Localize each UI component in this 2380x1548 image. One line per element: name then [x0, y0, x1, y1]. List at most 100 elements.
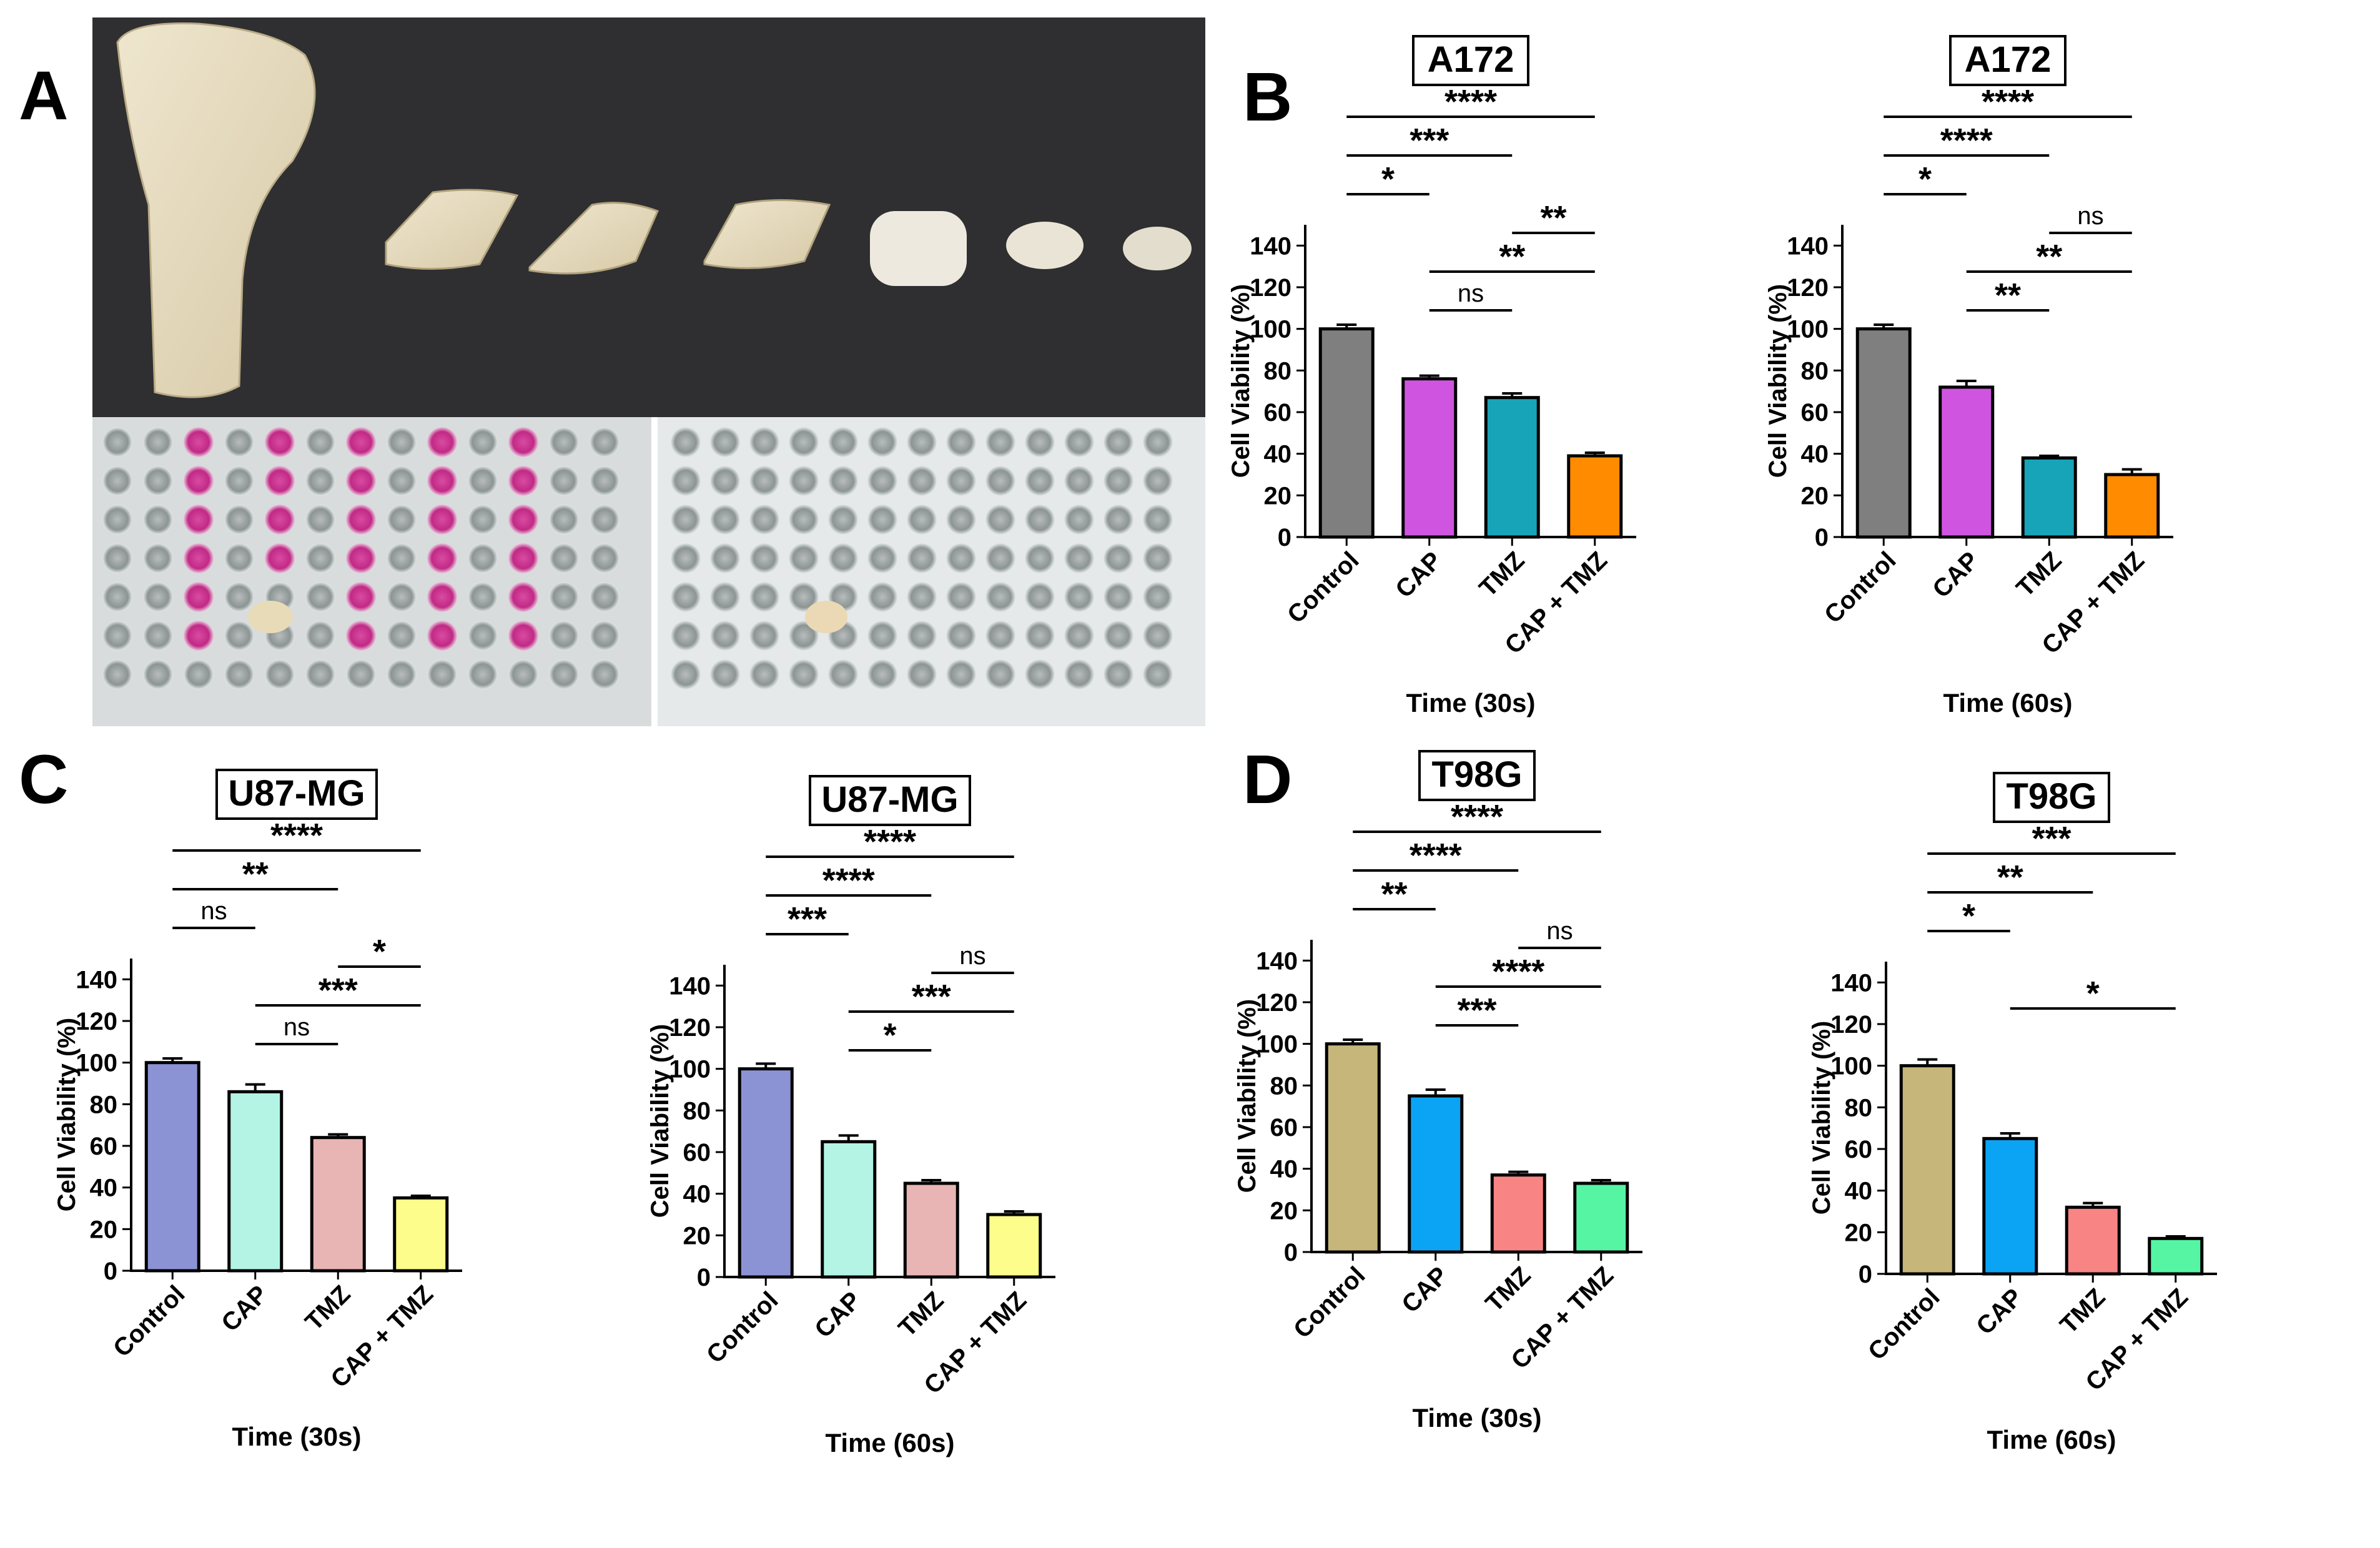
well — [1025, 659, 1055, 689]
well — [590, 659, 620, 689]
bone-slice-3 — [703, 199, 831, 269]
significance-label: ns — [284, 1013, 310, 1041]
y-tick-label: 120 — [76, 1008, 117, 1035]
y-tick-label: 60 — [90, 1133, 118, 1160]
chart-b2-svg: A172 0 20 40 60 80 100 120 140 Cell Viability (%)… — [1764, 35, 2173, 717]
y-tick-label: 80 — [683, 1097, 711, 1125]
bone-disc-in-well-right — [805, 601, 847, 633]
x-tick-label: Control — [1863, 1283, 1945, 1366]
well — [305, 466, 335, 496]
well — [789, 466, 819, 496]
well — [305, 427, 335, 457]
significance-label: ** — [1499, 238, 1525, 275]
bar-cap-tmz — [986, 1213, 1042, 1279]
well — [427, 582, 457, 612]
significance-label: ** — [1997, 859, 2023, 896]
chart-title: U87-MG — [821, 779, 958, 820]
bone-disc-round-1 — [1006, 222, 1084, 269]
panel-label-d: D — [1243, 741, 1293, 818]
panel-label-a: A — [19, 57, 69, 134]
chart-d2-svg: T98G 0 20 40 60 80 100 120 140 Cell Viability (%)… — [1808, 772, 2217, 1454]
well — [265, 543, 295, 573]
bar-cap-tmz — [2148, 1236, 2204, 1276]
y-tick-label: 140 — [1256, 947, 1298, 975]
well — [946, 427, 976, 457]
x-tick-label: TMZ — [300, 1280, 355, 1336]
bar-cap — [1938, 385, 1995, 539]
well — [143, 505, 173, 535]
bar-control — [1899, 1064, 1955, 1276]
chart-title: A172 — [1965, 39, 2052, 80]
x-tick-label: TMZ — [1480, 1261, 1536, 1317]
y-tick-label: 120 — [1787, 274, 1829, 302]
x-tick-label: Control — [1288, 1261, 1371, 1344]
y-tick-label: 100 — [1830, 1053, 1872, 1080]
chart-d1: T98G 0 20 40 60 80 100 120 140 Cell Viability (%)… — [1218, 740, 1780, 1477]
bone-tibia — [116, 22, 316, 398]
y-tick-label: 40 — [90, 1175, 118, 1202]
well — [387, 621, 417, 651]
chart-title: T98G — [1431, 754, 1522, 795]
well — [184, 582, 214, 612]
well — [549, 505, 579, 535]
well — [867, 621, 897, 651]
well — [427, 621, 457, 651]
well — [427, 543, 457, 573]
y-tick-label: 80 — [1801, 357, 1829, 385]
well — [184, 543, 214, 573]
x-tick-label: CAP — [1396, 1261, 1453, 1318]
significance-label: ns — [2077, 202, 2103, 230]
significance-label: **** — [1410, 837, 1462, 874]
well — [346, 582, 376, 612]
bone-slice-2 — [528, 202, 659, 275]
well — [1143, 621, 1173, 651]
well — [305, 543, 335, 573]
well — [1104, 582, 1133, 612]
chart-b1-svg: A172 0 20 40 60 80 100 120 140 Cell Viability (%)… — [1227, 35, 1636, 717]
well — [710, 543, 740, 573]
y-axis-label: Cell Viability (%) — [1808, 1021, 1835, 1215]
bone-disc-in-well-left — [248, 601, 293, 633]
well — [867, 466, 897, 496]
well — [867, 427, 897, 457]
well — [590, 466, 620, 496]
significance-label: ns — [200, 897, 227, 925]
y-tick-label: 40 — [683, 1181, 711, 1208]
well — [508, 505, 538, 535]
well — [184, 505, 214, 535]
well — [224, 505, 254, 535]
well — [907, 659, 937, 689]
well — [710, 427, 740, 457]
well — [1025, 582, 1055, 612]
bar-tmz — [1490, 1173, 1546, 1254]
y-tick-label: 40 — [1845, 1178, 1873, 1205]
well — [468, 621, 498, 651]
bar-control — [738, 1067, 794, 1279]
significance-label: * — [1381, 160, 1395, 198]
y-tick-label: 100 — [669, 1056, 711, 1083]
well — [867, 582, 897, 612]
bone-disc-round-2 — [1123, 227, 1192, 270]
well — [468, 427, 498, 457]
significance-label: **** — [270, 817, 323, 854]
well — [828, 659, 858, 689]
well — [224, 582, 254, 612]
well — [749, 427, 779, 457]
well — [789, 505, 819, 535]
y-tick-label: 100 — [1256, 1031, 1298, 1058]
bar-cap — [821, 1140, 877, 1279]
well — [1025, 621, 1055, 651]
significance-label: * — [1918, 160, 1932, 198]
well — [143, 543, 173, 573]
well — [749, 659, 779, 689]
x-axis-label: Time (60s) — [1987, 1425, 2116, 1454]
x-tick-label: CAP — [1390, 546, 1447, 603]
well — [387, 659, 417, 689]
well — [1025, 427, 1055, 457]
well — [1025, 543, 1055, 573]
well — [1143, 582, 1173, 612]
y-tick-label: 20 — [683, 1222, 711, 1250]
y-tick-label: 60 — [1845, 1136, 1873, 1163]
well — [102, 543, 132, 573]
well — [907, 505, 937, 535]
